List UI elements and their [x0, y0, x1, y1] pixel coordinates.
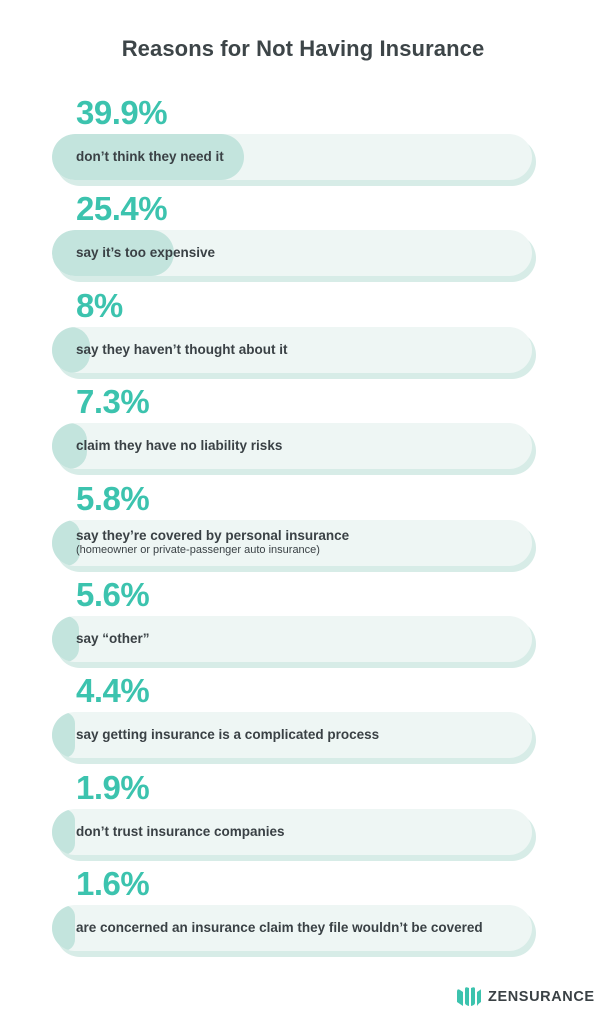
- bar-track: [52, 230, 532, 277]
- bar-label: don’t trust insurance companies: [76, 809, 526, 855]
- bar-row: 5.8% say they’re covered by personal insu…: [0, 479, 606, 578]
- value-label: 5.6%: [76, 576, 150, 613]
- bar-track: [52, 905, 532, 952]
- zensurance-leaf-icon: [457, 987, 481, 1006]
- bar-label: are concerned an insurance claim they fi…: [76, 905, 526, 951]
- value-label: 39.9%: [76, 94, 168, 131]
- bar-fill: [52, 230, 174, 277]
- bar-fill: [52, 616, 79, 662]
- bar-label: say “other”: [76, 616, 526, 662]
- value-label: 4.4%: [76, 672, 150, 710]
- value-label: 8%: [76, 286, 123, 324]
- value-label: 25.4%: [76, 190, 168, 228]
- brand-name: ZENSURANCE: [488, 989, 595, 1005]
- bar-row: 5.6% say “other”: [0, 578, 606, 674]
- bar-fill: [52, 519, 80, 566]
- bar-track: [52, 616, 532, 662]
- value-label: 5.8%: [76, 479, 150, 517]
- category-label: say it’s too expensive: [76, 245, 216, 261]
- value-label: 1.6%: [76, 865, 150, 903]
- value-label: 1.9%: [76, 768, 150, 806]
- category-sublabel: (homeowner or private-passenger auto ins…: [76, 544, 320, 557]
- bar-track: [52, 712, 532, 759]
- category-label: don’t trust insurance companies: [76, 823, 285, 839]
- bar-row: 8% say they haven’t thought about it: [0, 286, 606, 385]
- bar-label: don’t think they need it: [76, 134, 526, 180]
- bar-row: 1.6% are concerned an insurance claim the…: [0, 867, 606, 963]
- bar-label: claim they have no liability risks: [76, 423, 526, 469]
- bar-row: 39.9% don’t think they need it: [0, 96, 606, 192]
- bar-label: say getting insurance is a complicated p…: [76, 712, 526, 758]
- category-label: say they’re covered by personal insuranc…: [76, 528, 350, 544]
- bar-track: [52, 326, 532, 373]
- bar-track: [52, 134, 532, 180]
- bar-track: [52, 423, 532, 470]
- bar-fill: [52, 134, 244, 180]
- brand-logo: ZENSURANCE: [456, 985, 595, 1009]
- bar-track: [52, 519, 532, 566]
- bar-fill: [52, 808, 75, 855]
- bar-row: 25.4% say it’s too expensive: [0, 192, 606, 288]
- bar-fill: [52, 423, 88, 470]
- category-label: don’t think they need it: [76, 149, 224, 164]
- bar-track: [52, 808, 532, 855]
- bar-fill: [52, 905, 75, 952]
- bar-label: say they’re covered by personal insuranc…: [76, 520, 526, 566]
- category-label: say getting insurance is a complicated p…: [76, 727, 380, 743]
- chart-title: Reasons for Not Having Insurance: [121, 36, 485, 61]
- bar-label: say they haven’t thought about it: [76, 327, 526, 373]
- bar-row: 1.9% don’t trust insurance companies: [0, 768, 606, 867]
- bar-row: 7.3% claim they have no liability risks: [0, 385, 606, 481]
- bar-row: 4.4% say getting insurance is a complicat…: [0, 674, 606, 770]
- bar-fill: [52, 326, 91, 373]
- category-label: claim they have no liability risks: [76, 438, 283, 454]
- bar-label: say it’s too expensive: [76, 230, 526, 276]
- category-label: are concerned an insurance claim they fi…: [76, 920, 483, 936]
- category-label: say “other”: [76, 631, 150, 646]
- value-label: 7.3%: [76, 383, 150, 421]
- category-label: say they haven’t thought about it: [76, 341, 288, 357]
- bar-fill: [52, 712, 75, 759]
